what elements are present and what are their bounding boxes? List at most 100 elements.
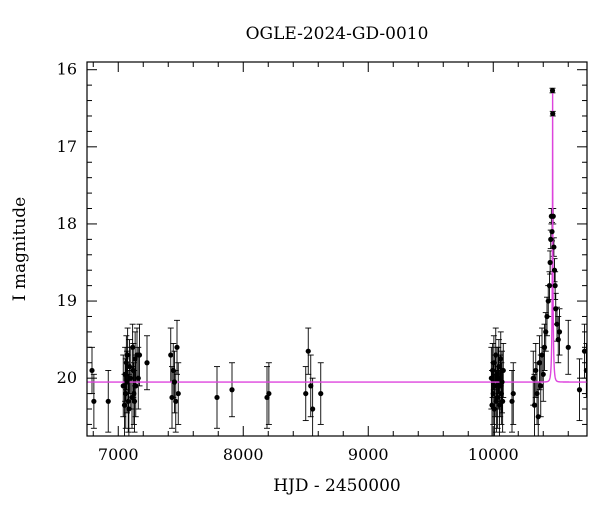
data-point (540, 371, 546, 377)
data-points (89, 87, 587, 420)
data-point (130, 367, 136, 374)
data-point (123, 390, 129, 397)
data-point (169, 394, 175, 401)
data-point (499, 379, 505, 385)
data-point (550, 213, 556, 219)
data-point (541, 344, 548, 350)
data-point (131, 390, 137, 397)
data-point (214, 394, 220, 401)
data-point (173, 398, 179, 404)
data-point (308, 383, 314, 389)
data-point (498, 390, 504, 397)
data-point (553, 306, 559, 312)
data-point (129, 394, 135, 401)
data-point (495, 375, 501, 381)
data-point (120, 383, 126, 389)
data-point (171, 379, 178, 385)
data-point (105, 398, 111, 404)
chart-title: OGLE-2024-GD-0010 (246, 24, 429, 44)
data-point (583, 367, 587, 374)
data-point (133, 383, 139, 389)
x-tick-label: 8000 (223, 445, 264, 464)
data-point (490, 367, 496, 374)
data-point (535, 414, 541, 420)
data-point (124, 379, 130, 385)
data-point (538, 383, 544, 389)
y-axis-ticks: 16 17 18 19 20 (57, 60, 587, 425)
data-point (492, 383, 498, 389)
data-point (122, 371, 128, 377)
y-tick-label: 17 (57, 137, 77, 156)
data-point (545, 298, 551, 304)
data-point (565, 344, 571, 350)
x-axis-label: HJD - 2450000 (273, 476, 401, 496)
y-tick-label: 18 (57, 214, 77, 233)
data-point (229, 387, 235, 393)
x-tick-label: 9000 (348, 445, 389, 464)
error-bars (89, 87, 587, 436)
data-point (174, 344, 180, 350)
data-point (548, 236, 554, 242)
y-tick-label: 19 (57, 291, 77, 310)
x-axis-ticks: 7000 8000 9000 10000 (92, 62, 569, 464)
data-point (131, 398, 138, 404)
data-point (549, 229, 555, 235)
data-point (130, 344, 136, 350)
data-point (555, 337, 561, 343)
data-point (552, 283, 558, 289)
data-point (496, 363, 502, 370)
data-point (496, 402, 503, 408)
data-point (550, 111, 556, 117)
data-point (531, 402, 538, 408)
data-point (132, 356, 138, 362)
y-tick-label: 20 (57, 368, 77, 387)
data-point (551, 267, 558, 273)
data-point (266, 390, 272, 397)
plot-frame (86, 61, 588, 437)
data-point (543, 329, 549, 335)
data-point (121, 402, 128, 408)
data-point (498, 356, 504, 362)
data-point (546, 283, 553, 289)
data-point (125, 398, 131, 404)
y-tick-label: 16 (57, 60, 77, 79)
data-point (536, 360, 543, 366)
data-point (500, 398, 506, 404)
data-point (168, 352, 174, 358)
data-point (491, 360, 497, 366)
data-point (544, 313, 550, 320)
data-point (539, 352, 545, 358)
data-point (128, 375, 134, 381)
data-point (581, 348, 587, 354)
data-point (318, 390, 324, 397)
data-point (551, 244, 557, 250)
data-point (556, 329, 563, 335)
data-point (135, 375, 141, 381)
data-point (500, 367, 506, 374)
data-point (136, 352, 143, 358)
data-point (303, 390, 309, 397)
data-point (170, 367, 176, 374)
y-axis-label: I magnitude (10, 197, 30, 301)
x-tick-label: 7000 (98, 445, 139, 464)
data-point (310, 406, 316, 412)
data-point (554, 321, 560, 327)
data-point (123, 360, 129, 366)
data-point (576, 387, 583, 393)
data-point (175, 390, 181, 397)
data-point (305, 348, 311, 354)
model-curve (87, 88, 587, 383)
data-point (493, 352, 499, 358)
data-point (530, 375, 536, 381)
data-point (126, 363, 133, 370)
data-point (489, 402, 495, 408)
data-point (91, 398, 97, 404)
data-point (488, 375, 494, 381)
data-point (534, 390, 540, 397)
data-point (89, 367, 95, 374)
data-point (495, 394, 501, 401)
data-point (144, 360, 150, 366)
data-point (547, 259, 553, 266)
data-point (497, 383, 503, 389)
